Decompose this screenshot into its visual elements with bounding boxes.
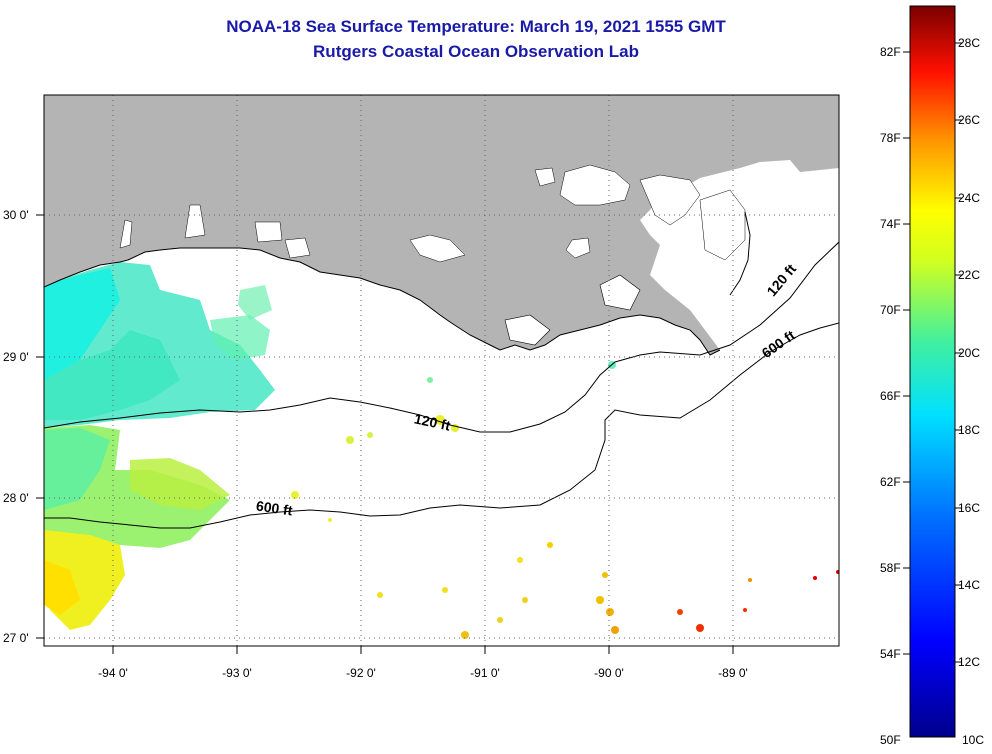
colorbar-f-58: 58F bbox=[880, 561, 901, 575]
colorbar-ticks bbox=[903, 42, 962, 663]
colorbar-f-78: 78F bbox=[880, 131, 901, 145]
grand-lake bbox=[284, 237, 311, 259]
lake-pontchartrain bbox=[559, 164, 631, 206]
title-line-2: Rutgers Coastal Ocean Observation Lab bbox=[313, 42, 639, 61]
lat-label-30: 30 0' bbox=[3, 208, 29, 222]
lake-borgne bbox=[639, 174, 701, 226]
colorbar-c-18: 18C bbox=[958, 423, 981, 437]
colorbar-c-12: 12C bbox=[958, 655, 981, 669]
colorbar-f-66: 66F bbox=[880, 389, 901, 403]
lon-label-93: -93 0' bbox=[222, 666, 252, 680]
colorbar-f-82: 82F bbox=[880, 45, 901, 59]
lake-salvador bbox=[565, 237, 591, 259]
white-lake bbox=[254, 221, 283, 243]
isobath-600ft bbox=[44, 322, 839, 529]
map-grid bbox=[44, 95, 839, 646]
sst-data-layer bbox=[44, 262, 839, 639]
colorbar bbox=[909, 5, 956, 738]
map-ticks bbox=[36, 214, 734, 654]
colorbar-c-20: 20C bbox=[958, 346, 981, 360]
isobath-120ft bbox=[44, 241, 839, 433]
lon-label-89: -89 0' bbox=[718, 666, 748, 680]
lat-label-27: 27 0' bbox=[3, 631, 29, 645]
colorbar-f-54: 54F bbox=[880, 647, 901, 661]
colorbar-f-62: 62F bbox=[880, 475, 901, 489]
atchafalaya-bay bbox=[409, 234, 466, 263]
colorbar-c-24: 24C bbox=[958, 191, 981, 205]
lon-label-90: -90 0' bbox=[594, 666, 624, 680]
colorbar-c-14: 14C bbox=[958, 578, 981, 592]
title-line-1: NOAA-18 Sea Surface Temperature: March 1… bbox=[226, 17, 726, 36]
lon-label-91: -91 0' bbox=[470, 666, 500, 680]
lon-label-92: -92 0' bbox=[346, 666, 376, 680]
colorbar-c-26: 26C bbox=[958, 113, 981, 127]
lake-sabine bbox=[119, 219, 133, 249]
map-frame bbox=[43, 94, 840, 647]
colorbar-c-10: 10C bbox=[962, 733, 985, 747]
chandeleur-islands bbox=[729, 211, 751, 296]
lake-calcasieu bbox=[184, 204, 206, 239]
terrebonne-marsh bbox=[504, 314, 551, 346]
colorbar-c-16: 16C bbox=[958, 501, 981, 515]
lon-label-94: -94 0' bbox=[98, 666, 128, 680]
chandeleur-sound bbox=[699, 189, 746, 261]
colorbar-c-28: 28C bbox=[958, 36, 981, 50]
colorbar-f-50: 50F bbox=[880, 733, 901, 747]
lat-label-28: 28 0' bbox=[3, 491, 29, 505]
colorbar-f-70: 70F bbox=[880, 303, 901, 317]
colorbar-f-74: 74F bbox=[880, 217, 901, 231]
coastline-sabine-pass bbox=[44, 247, 721, 356]
barataria-marsh bbox=[599, 274, 641, 311]
colorbar-c-22: 22C bbox=[958, 268, 981, 282]
lake-maurepas bbox=[534, 167, 556, 187]
lat-label-29: 29 0' bbox=[3, 350, 29, 364]
